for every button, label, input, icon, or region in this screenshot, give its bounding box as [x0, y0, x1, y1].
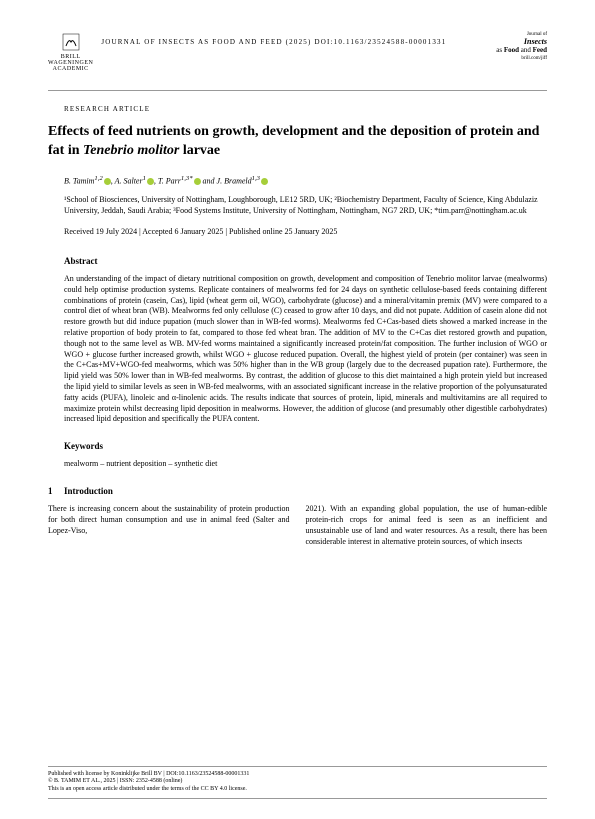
page: BRILL WAGENINGEN ACADEMIC JOURNAL OF INS…	[0, 0, 595, 567]
author-2: A. Salter	[115, 176, 143, 185]
intro-col-1: There is increasing concern about the su…	[48, 504, 290, 547]
article-type: RESEARCH ARTICLE	[48, 105, 547, 113]
publisher-logo-icon	[61, 32, 81, 52]
intro-title: Introduction	[64, 486, 113, 496]
header-divider	[48, 90, 547, 91]
title-text-post: larvae	[179, 143, 220, 158]
keywords-text: mealworm – nutrient deposition – synthet…	[48, 459, 547, 468]
orcid-icon	[147, 178, 154, 185]
journal-name-1: Insects	[524, 37, 547, 46]
author-4: J. Brameld	[217, 176, 252, 185]
journal-url: brill.com/jiff	[496, 56, 547, 61]
introduction-body: There is increasing concern about the su…	[48, 504, 547, 547]
orcid-icon	[261, 178, 268, 185]
orcid-icon	[104, 178, 111, 185]
author-1: B. Tamim	[64, 176, 94, 185]
journal-logo-block: Journal of Insects as Food and Feed bril…	[496, 32, 547, 61]
journal-citation: JOURNAL OF INSECTS AS FOOD AND FEED (202…	[93, 32, 496, 46]
journal-name-2: as Food and Feed	[496, 46, 547, 54]
footer-line-3: This is an open access article distribut…	[48, 786, 547, 794]
introduction-heading: 1Introduction	[48, 486, 547, 496]
article-title: Effects of feed nutrients on growth, dev…	[48, 123, 547, 161]
author-list: B. Tamim1,2, A. Salter1, T. Parr1,3* and…	[48, 175, 547, 186]
publisher-name-3: ACADEMIC	[53, 66, 89, 72]
publisher-block: BRILL WAGENINGEN ACADEMIC	[48, 32, 93, 72]
author-3: T. Parr	[158, 176, 181, 185]
orcid-icon	[194, 178, 201, 185]
abstract-text: An understanding of the impact of dietar…	[48, 274, 547, 425]
abstract-heading: Abstract	[48, 256, 547, 266]
page-footer: Published with license by Koninklijke Br…	[48, 766, 547, 799]
affiliations: ¹School of Biosciences, University of No…	[48, 195, 547, 217]
page-header: BRILL WAGENINGEN ACADEMIC JOURNAL OF INS…	[48, 32, 547, 72]
publication-dates: Received 19 July 2024 | Accepted 6 Janua…	[48, 227, 547, 236]
intro-col-2: 2021). With an expanding global populati…	[306, 504, 548, 547]
intro-number: 1	[48, 486, 64, 496]
keywords-heading: Keywords	[48, 441, 547, 451]
title-text-italic: Tenebrio molitor	[83, 143, 179, 158]
